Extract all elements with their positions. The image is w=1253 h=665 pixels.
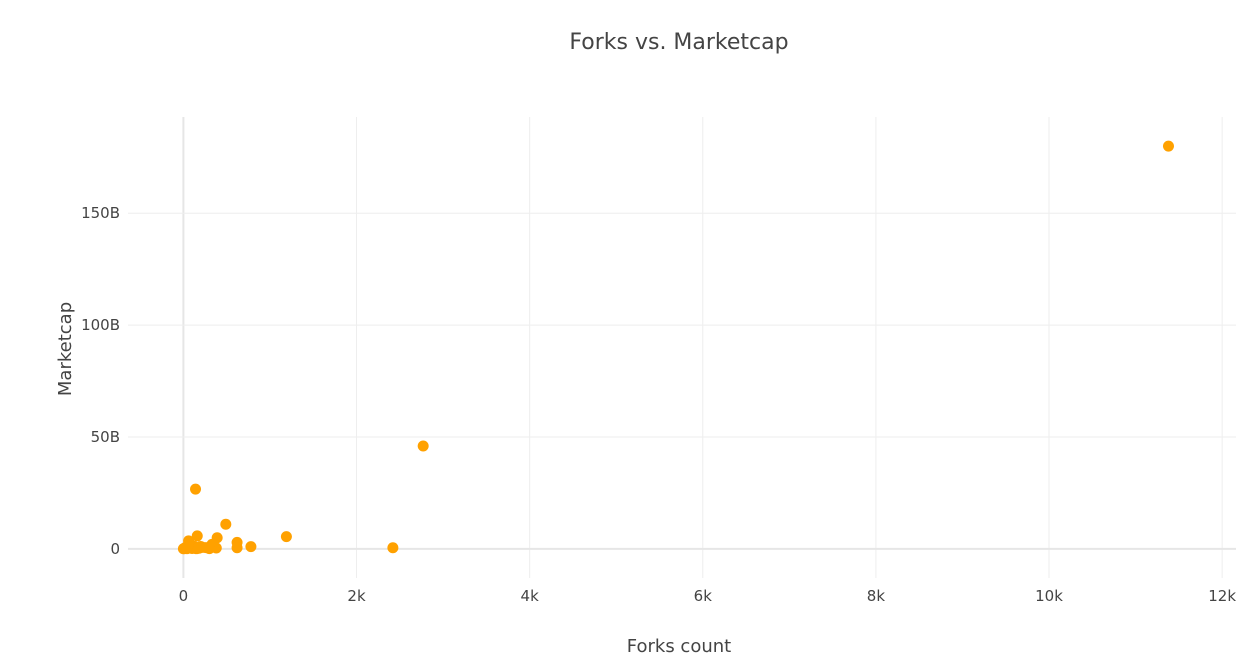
x-tick-label: 12k: [1208, 587, 1236, 605]
data-point[interactable]: [245, 541, 257, 553]
data-point[interactable]: [195, 540, 207, 552]
x-tick-label: 4k: [521, 587, 540, 605]
chart-title: Forks vs. Marketcap: [569, 30, 788, 55]
x-tick-label: 2k: [347, 587, 366, 605]
y-tick-label: 150B: [81, 204, 120, 222]
data-point-layer: [177, 140, 1174, 555]
data-point[interactable]: [387, 542, 399, 554]
data-point[interactable]: [190, 483, 202, 495]
x-axis-title: Forks count: [627, 636, 731, 657]
data-point[interactable]: [417, 440, 429, 452]
y-tick-label: 0: [110, 540, 120, 558]
data-point[interactable]: [203, 543, 215, 555]
data-point[interactable]: [220, 518, 232, 530]
data-point[interactable]: [280, 531, 292, 543]
data-point[interactable]: [231, 542, 243, 554]
y-tick-label: 100B: [81, 316, 120, 334]
data-point[interactable]: [182, 540, 194, 552]
y-axis-title: Marketcap: [55, 302, 76, 396]
tick-label-layer: 0 2k 4k 6k 8k 10k 12k 0 50B 100B 150B: [81, 204, 1236, 605]
data-point[interactable]: [1162, 140, 1174, 152]
x-tick-label: 8k: [867, 587, 886, 605]
grid-layer: [128, 117, 1236, 578]
x-tick-label: 10k: [1035, 587, 1063, 605]
data-point[interactable]: [191, 530, 203, 542]
x-tick-label: 6k: [694, 587, 713, 605]
x-tick-label: 0: [179, 587, 189, 605]
y-tick-label: 50B: [91, 428, 120, 446]
